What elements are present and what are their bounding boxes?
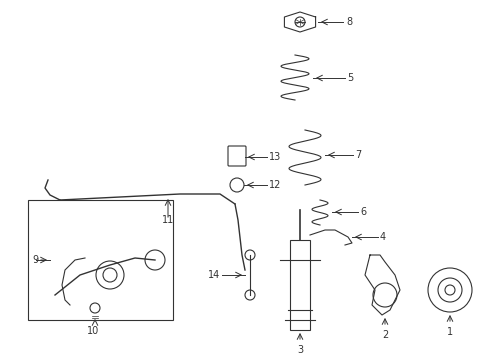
Text: 12: 12 xyxy=(269,180,281,190)
Text: 13: 13 xyxy=(269,152,281,162)
Text: 8: 8 xyxy=(346,17,352,27)
Bar xyxy=(290,240,310,330)
Text: 6: 6 xyxy=(360,207,366,217)
Text: 9: 9 xyxy=(32,255,38,265)
Text: 5: 5 xyxy=(347,73,353,83)
Bar xyxy=(28,200,173,320)
Text: 10: 10 xyxy=(87,326,99,336)
Text: 14: 14 xyxy=(208,270,220,280)
Text: 1: 1 xyxy=(447,327,453,337)
Text: 4: 4 xyxy=(380,232,386,242)
Text: 11: 11 xyxy=(162,215,174,225)
Text: 2: 2 xyxy=(382,330,388,340)
Text: 3: 3 xyxy=(297,345,303,355)
Text: 7: 7 xyxy=(355,150,361,160)
